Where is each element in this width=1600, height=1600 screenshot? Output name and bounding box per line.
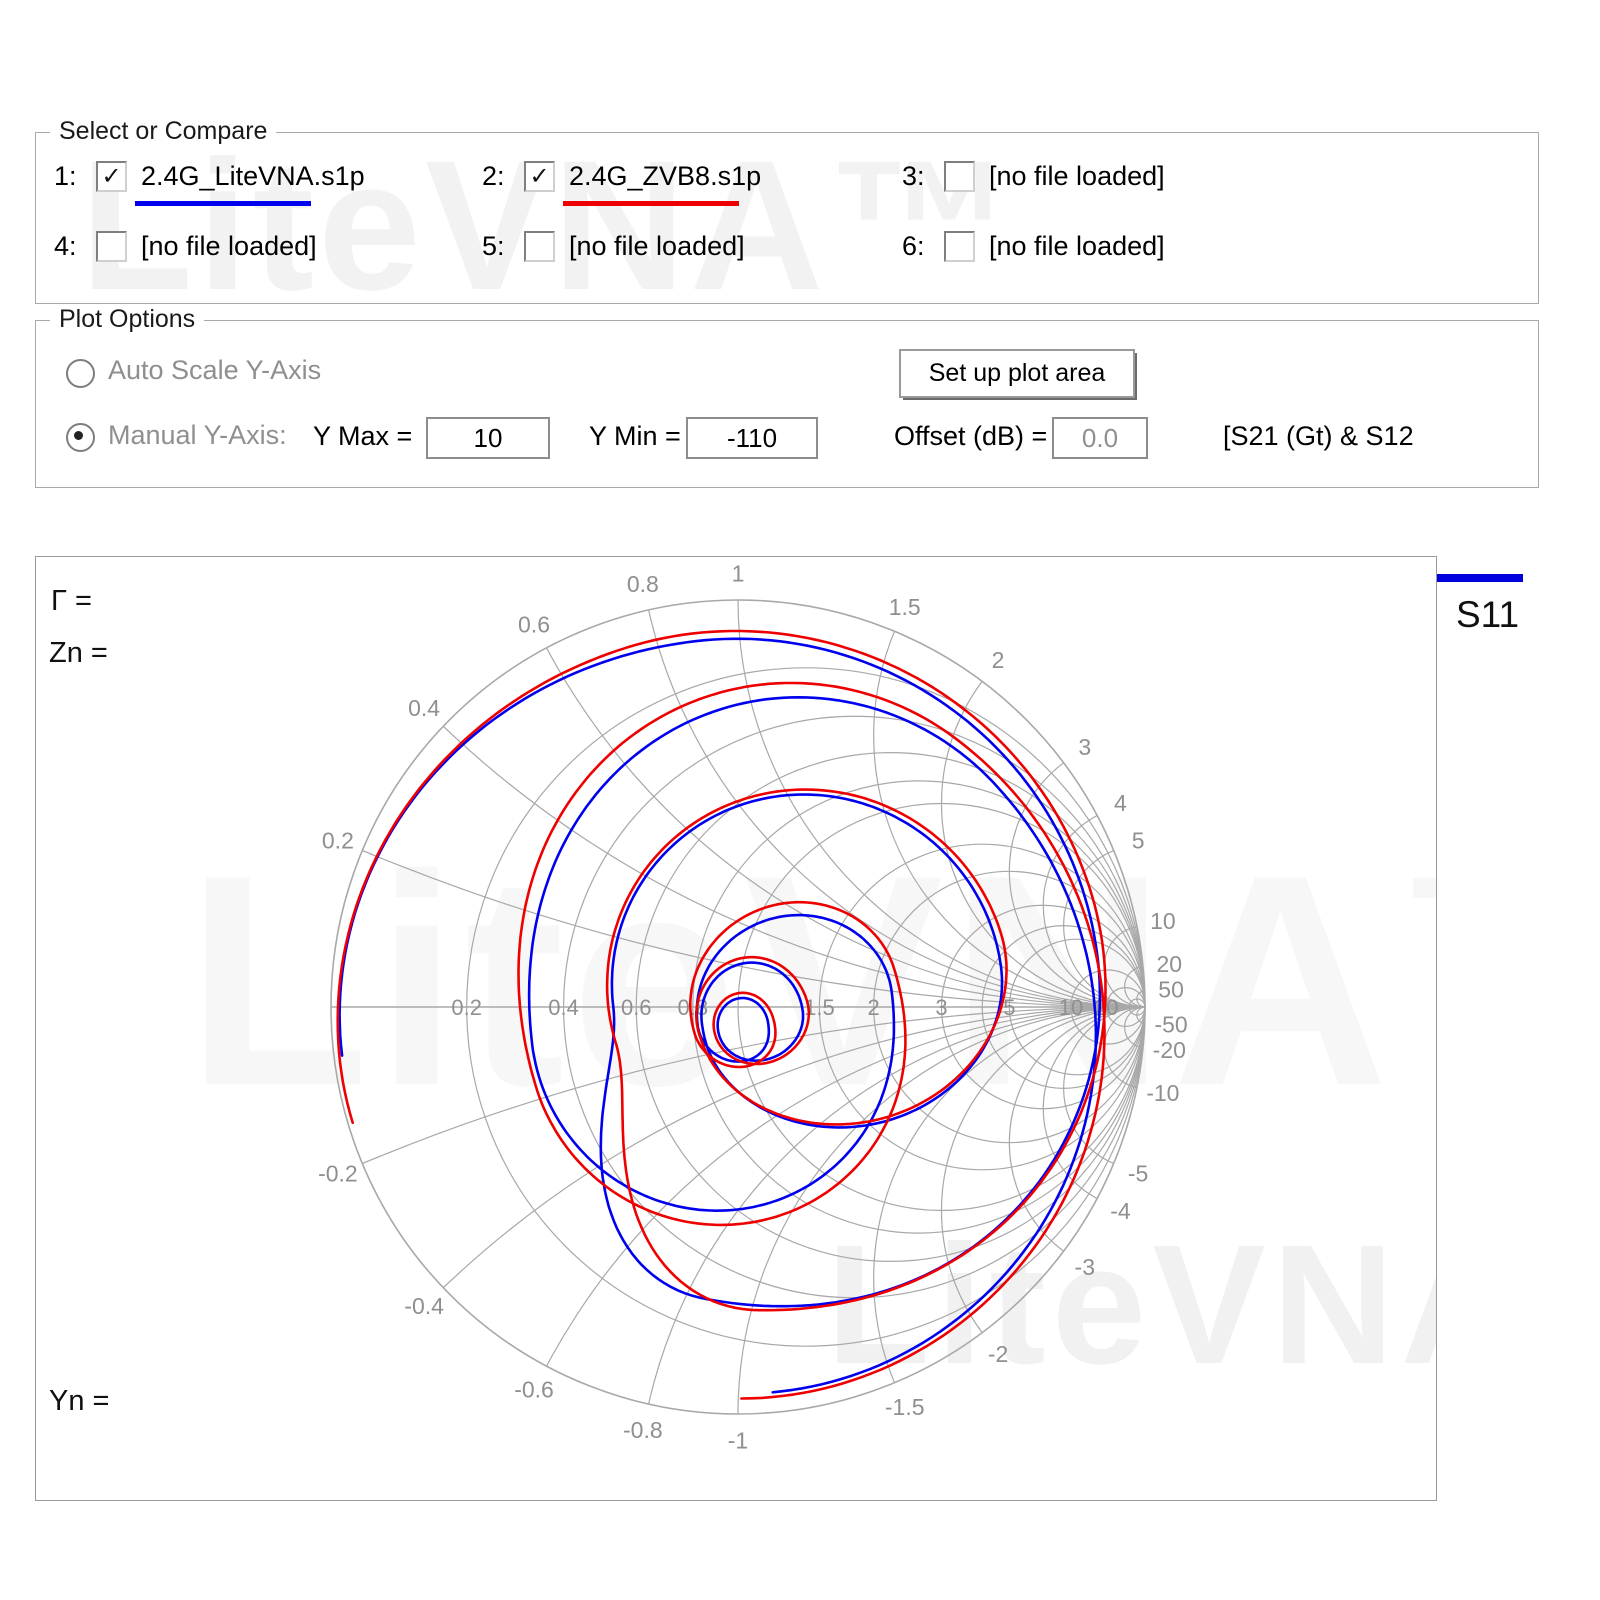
y-min-label: Y Min = [589,421,681,451]
file-name-4: [no file loaded] [141,230,317,261]
file-index-3: 3: [902,160,925,191]
yn-readout-label: Yn = [49,1385,110,1417]
s11-legend-swatch [1437,574,1523,582]
svg-text:-20: -20 [1153,1037,1186,1063]
file-index-4: 4: [54,230,77,261]
file-checkbox-5[interactable] [524,230,555,262]
offset-input[interactable]: 0.0 [1052,417,1148,459]
y-max-label: Y Max = [313,421,413,451]
file-slot-1: 1: ✓ 2.4G_LiteVNA.s1p [54,160,482,206]
y-max-input[interactable]: 10 [426,417,550,459]
file-checkbox-6[interactable] [944,230,975,262]
svg-text:-10: -10 [1146,1080,1179,1106]
file-checkbox-2[interactable]: ✓ [524,160,555,192]
svg-text:0.6: 0.6 [621,995,652,1020]
file-checkbox-1[interactable]: ✓ [96,160,127,192]
svg-text:10: 10 [1059,995,1083,1020]
svg-text:3: 3 [1078,734,1091,760]
file-slot-6: 6: [no file loaded] [902,230,1530,262]
plot-options-legend: Plot Options [50,305,205,334]
plot-options-groupbox: Plot Options Auto Scale Y-Axis Set up pl… [35,305,1539,488]
y-min-input[interactable]: -110 [686,417,818,459]
file-checkbox-3[interactable] [944,160,975,192]
svg-text:0.6: 0.6 [518,612,550,638]
svg-text:0.4: 0.4 [548,995,579,1020]
svg-text:50: 50 [1158,977,1184,1003]
manual-y-axis-radio[interactable] [66,423,95,452]
svg-text:2: 2 [992,647,1005,673]
svg-text:-1.5: -1.5 [885,1394,925,1420]
zn-readout-label: Zn = [49,637,108,669]
smith-chart: 0.2 -0.2 0.4 -0.4 0.6 -0.6 0.8 -0.8 1 -1 1.5 -1.5 2 -… [318,561,1188,1454]
svg-text:0.8: 0.8 [627,571,659,597]
file-slot-2: 2: ✓ 2.4G_ZVB8.s1p [482,160,902,206]
svg-text:-5: -5 [1128,1161,1148,1187]
smith-chart-panel: LiteVNA™ LiteVNA™ Γ = Zn = Yn = 0.2-0.20… [35,556,1437,1501]
svg-text:-3: -3 [1075,1254,1095,1280]
file-slot-5: 5: [no file loaded] [482,230,902,262]
svg-text:-0.8: -0.8 [623,1417,663,1443]
file-name-2: 2.4G_ZVB8.s1p [569,160,762,191]
file-name-1: 2.4G_LiteVNA.s1p [141,160,365,191]
file-slot-grid: 1: ✓ 2.4G_LiteVNA.s1p 2: ✓ 2.4G_ZVB8.s1p… [54,141,1530,281]
svg-text:-0.6: -0.6 [514,1376,554,1402]
trace-color-bar-2 [563,200,739,206]
s11-legend-label: S11 [1456,594,1520,635]
trace-color-bar-1 [135,200,311,206]
file-index-2: 2: [482,160,505,191]
svg-text:-50: -50 [1154,1011,1187,1037]
svg-text:-0.4: -0.4 [404,1293,444,1319]
svg-text:-0.2: -0.2 [318,1161,358,1187]
file-slot-4: 4: [no file loaded] [54,230,482,262]
svg-text:2: 2 [868,995,880,1020]
file-index-1: 1: [54,160,77,191]
svg-text:0.2: 0.2 [322,827,354,853]
trace-blue [338,637,1102,1394]
svg-text:10: 10 [1150,908,1176,934]
svg-text:20: 20 [1156,951,1182,977]
file-checkbox-4[interactable] [96,230,127,262]
file-name-6: [no file loaded] [989,230,1165,261]
svg-text:0.2: 0.2 [451,995,482,1020]
svg-text:-2: -2 [988,1341,1008,1367]
s21-note: [S21 (Gt) & S12 [1223,421,1414,451]
select-or-compare-legend: Select or Compare [50,117,277,146]
svg-text:1.5: 1.5 [889,594,921,620]
setup-plot-area-button[interactable]: Set up plot area [899,349,1135,398]
file-slot-3: 3: [no file loaded] [902,160,1530,192]
svg-text:0.4: 0.4 [408,695,440,721]
svg-text:-4: -4 [1110,1198,1131,1224]
offset-label: Offset (dB) = [894,421,1048,451]
select-or-compare-groupbox: Select or Compare 1: ✓ 2.4G_LiteVNA.s1p … [35,117,1539,304]
file-index-6: 6: [902,230,925,261]
svg-text:5: 5 [1003,995,1015,1020]
gamma-readout-label: Γ = [51,585,92,617]
svg-text:4: 4 [1114,790,1127,816]
auto-scale-label: Auto Scale Y-Axis [108,355,322,385]
file-name-5: [no file loaded] [569,230,745,261]
auto-scale-radio[interactable] [66,359,95,388]
file-name-3: [no file loaded] [989,160,1165,191]
svg-text:5: 5 [1132,827,1145,853]
trace-red [336,629,1107,1400]
svg-text:-1: -1 [728,1427,748,1453]
smith-grid [330,599,1146,1415]
svg-text:1: 1 [732,561,745,587]
manual-y-axis-label: Manual Y-Axis: [108,420,287,450]
svg-text:3: 3 [935,995,947,1020]
file-index-5: 5: [482,230,505,261]
